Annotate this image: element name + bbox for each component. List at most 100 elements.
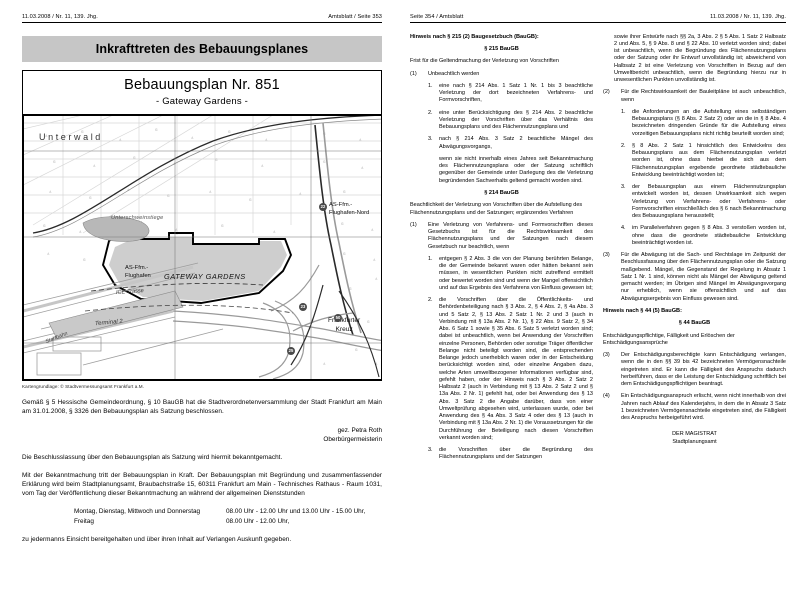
plan-figure: Bebauungsplan Nr. 851 - Gateway Gardens …	[22, 69, 382, 382]
svg-text:ɑ: ɑ	[323, 160, 326, 165]
svg-text:ʌ: ʌ	[359, 138, 362, 143]
svg-text:ɑ: ɑ	[341, 222, 344, 227]
svg-text:ʌ: ʌ	[191, 136, 194, 141]
item-number: 3.	[428, 447, 433, 454]
svg-text:ʌ: ʌ	[79, 230, 82, 235]
clause-number: (4)	[603, 393, 610, 400]
svg-text:ɑ: ɑ	[81, 130, 84, 135]
svg-text:ɑ: ɑ	[167, 194, 170, 199]
svg-text:ɑ: ɑ	[83, 258, 86, 263]
clause-number: (1)	[410, 221, 417, 228]
clause-2-214: (2) Für die Rechtswirksamkeit der Baulei…	[603, 89, 786, 104]
item-number: 2.	[621, 142, 626, 149]
right-running-head: Seite 354 / Amtsblatt 11.03.2008 / Nr. 1…	[410, 14, 786, 23]
svg-text:ʌ: ʌ	[273, 230, 276, 235]
item-number: 1.	[428, 82, 433, 89]
clause-number: (3)	[603, 252, 610, 259]
heading-44-baugb: § 44 BauGB	[678, 320, 711, 327]
authority-signature: DER MAGISTRAT Stadtplanungsamt	[603, 431, 786, 446]
map-graphic: ʌ ɑ ʌ ɑ ʌ ɑ ʌ ɑ ʌ ɑ ʌ ɑ ʌ ɑ ʌ ɑ ʌ ʌ ɑ ʌ ɑ ʌ ɑ ʌ ɑ ɑ ʌ ɑ ʌ ɑ…	[23, 115, 381, 381]
right-runhead-page: Seite 354 / Amtsblatt	[410, 14, 464, 20]
lead-214: Beachtlichkeit der Verletzung von Vorsch…	[410, 202, 583, 216]
list-item: 1. entgegen § 2 Abs. 3 die von der Planu…	[410, 256, 593, 292]
clause-4-44: (4) Ein Entschädigungsanspruch erlischt,…	[603, 393, 786, 422]
svg-text:ɑ: ɑ	[133, 156, 136, 161]
svg-text:ʌ: ʌ	[119, 138, 122, 143]
svg-text:ʌ: ʌ	[93, 164, 96, 169]
item-text: eine unter Berücksichtigung des § 214 Ab…	[439, 109, 593, 131]
right-runhead-date: 11.03.2008 / Nr. 11, 139. Jhg.	[710, 14, 786, 20]
clause-3-44: (3) Der Entschädigungsberechtigte kann E…	[603, 352, 786, 388]
item-number: 1.	[621, 108, 626, 115]
opening-hours-time-2: 08.00 Uhr - 12.00 Uhr,	[226, 517, 290, 525]
svg-text:ɑ: ɑ	[367, 320, 370, 325]
svg-text:ɑ: ɑ	[355, 348, 358, 353]
signature-name: gez. Petra Roth	[337, 426, 382, 434]
clause-number: (2)	[603, 89, 610, 96]
paragraph-einsicht: zu jedermanns Einsicht bereitgehalten un…	[22, 536, 292, 544]
left-runhead-page: Amtsblatt / Seite 353	[328, 14, 382, 20]
law-column-1: Hinweis nach § 215 (2) Baugesetzbuch (Ba…	[410, 34, 593, 467]
list-item: 1. die Anforderungen an die Aufstellung …	[603, 109, 786, 138]
svg-text:ɑ: ɑ	[221, 224, 224, 229]
heading-214-baugb: § 214 BauGB	[484, 189, 519, 196]
paragraph-bekanntmachung: Die Beschlusslassung über den Bebauungsp…	[22, 453, 283, 461]
list-item: 3. die Vorschriften über die Begründung …	[410, 447, 593, 462]
map-badge-25: 25	[287, 347, 295, 356]
signature-block: gez. Petra Roth Oberbürgermeisterin	[22, 426, 382, 444]
heading-hinweis-215: Hinweis nach § 215 (2) Baugesetzbuch (Ba…	[410, 33, 539, 40]
plan-subtitle: - Gateway Gardens -	[156, 96, 248, 108]
clause-1-number: (1)	[410, 70, 417, 77]
clause-number: (3)	[603, 352, 610, 359]
opening-hours-days-2: Freitag	[74, 517, 94, 525]
svg-text:ɑ: ɑ	[43, 224, 46, 229]
svg-text:ʌ: ʌ	[47, 252, 50, 257]
item-number: 4.	[621, 225, 626, 232]
item-text: die Vorschriften über die Öffentlichkeit…	[439, 297, 593, 441]
clause-1-text: Unbeachtlich werden	[428, 70, 480, 77]
clause-text: Für die Rechtswirksamkeit der Bauleitplä…	[621, 89, 786, 103]
item-number: 2.	[428, 109, 433, 116]
clause-1: (1) Unbeachtlich werden	[410, 71, 593, 78]
item-text: entgegen § 2 Abs. 3 die von der Planung …	[439, 255, 593, 291]
lead-44: Entschädigungspflichtige, Fälligkeit und…	[603, 332, 735, 346]
law-column-2: sowie ihrer Entwürfe nach §§ 2a, 3 Abs. …	[603, 34, 786, 467]
authority-name: DER MAGISTRAT	[672, 431, 717, 438]
svg-text:ɑ: ɑ	[215, 158, 218, 163]
svg-text:ʌ: ʌ	[45, 134, 48, 139]
clause-text: Für die Abwägung ist die Sach- und Recht…	[621, 252, 786, 302]
map-badge-22: 22	[319, 203, 327, 212]
column-continuation: sowie ihrer Entwürfe nach §§ 2a, 3 Abs. …	[614, 33, 786, 84]
page-title: Inkrafttreten des Bebauungsplanes	[22, 35, 382, 62]
list-item: 1. eine nach § 214 Abs. 1 Satz 1 Nr. 1 b…	[410, 83, 593, 105]
site-map: ʌ ɑ ʌ ɑ ʌ ɑ ʌ ɑ ʌ ɑ ʌ ɑ ʌ ɑ ʌ ɑ ʌ ʌ ɑ ʌ ɑ ʌ ɑ ʌ ɑ ɑ ʌ ɑ ʌ ɑ…	[23, 115, 381, 381]
opening-hours-time-1: 08.00 Uhr - 12.00 Uhr und 13.00 Uhr - 15…	[226, 508, 366, 516]
svg-text:ʌ: ʌ	[373, 258, 376, 263]
clause-text: Der Entschädigungsberechtigte kann Entsc…	[621, 352, 786, 388]
svg-text:ʌ: ʌ	[299, 192, 302, 197]
svg-text:ʌ: ʌ	[49, 190, 52, 195]
svg-text:ɑ: ɑ	[249, 198, 252, 203]
map-source-credit: Kartengrundlage: © Stadtvermessungsamt F…	[22, 384, 145, 390]
svg-text:ɑ: ɑ	[343, 190, 346, 195]
item-text: nach § 214 Abs. 3 Satz 2 beachtliche Män…	[439, 136, 593, 150]
left-page: 11.03.2008 / Nr. 11, 139. Jhg. Amtsblatt…	[22, 14, 382, 544]
left-runhead-date: 11.03.2008 / Nr. 11, 139. Jhg.	[22, 14, 98, 20]
clause-continuation: wenn sie nicht innerhalb eines Jahres se…	[439, 155, 593, 184]
svg-text:ʌ: ʌ	[261, 164, 264, 169]
item-text: § 8 Abs. 2 Satz 1 hinsichtlich des Entwi…	[632, 142, 786, 178]
list-item: 2. eine unter Berücksichtigung des § 214…	[410, 110, 593, 132]
authority-department: Stadtplanungsamt	[672, 438, 717, 445]
item-number: 3.	[621, 184, 626, 191]
paragraph-inkrafttreten: Mit der Bekanntmachung tritt der Bebauun…	[22, 471, 382, 497]
map-badge-50: 50	[334, 314, 342, 323]
clause-1-214: (1) Eine Verletzung von Verfahrens- und …	[410, 222, 593, 251]
paragraph-beschluss: Gemäß § 5 Hessische Gemeindeordnung, § 1…	[22, 399, 382, 416]
list-item: 3. nach § 214 Abs. 3 Satz 2 beachtliche …	[410, 136, 593, 151]
opening-hours-row-1: Montag, Dienstag, Mittwoch und Donnersta…	[22, 507, 382, 517]
lead-215: Frist für die Geltendmachung der Verletz…	[410, 58, 559, 65]
svg-text:ʌ: ʌ	[209, 190, 212, 195]
signature-role: Oberbürgermeisterin	[323, 435, 382, 443]
svg-text:ʌ: ʌ	[371, 228, 374, 233]
